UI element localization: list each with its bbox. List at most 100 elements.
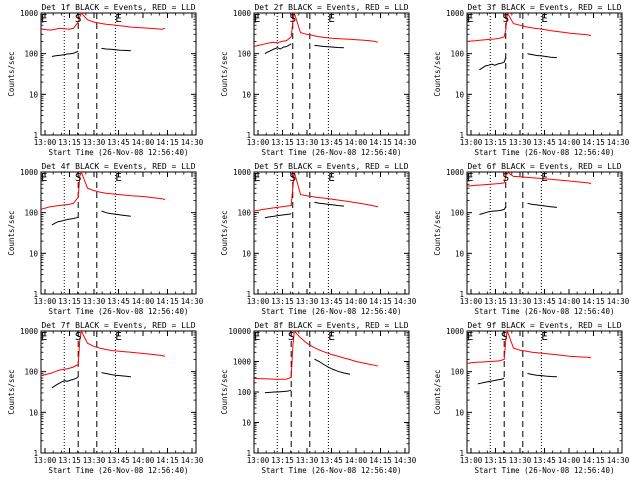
x-tick-label: 14:15 <box>156 138 179 147</box>
end-marker: E <box>115 12 122 25</box>
y-tick-label: 10 <box>455 249 465 258</box>
x-tick-label: 13:30 <box>509 297 532 306</box>
x-tick-label: 14:15 <box>582 297 605 306</box>
y-tick-label: 10 <box>29 408 39 417</box>
x-tick-label: 13:30 <box>509 456 532 465</box>
y-tick-label: 1000 <box>446 327 465 336</box>
x-tick-label: 13:15 <box>271 138 294 147</box>
panel-title: Det 7f BLACK = Events, RED = LLD <box>41 321 195 330</box>
y-axis-label: Counts/sec <box>220 210 229 255</box>
x-tick-label: 14:00 <box>132 456 155 465</box>
x-tick-label: 14:00 <box>558 138 581 147</box>
x-tick-label: 14:30 <box>181 456 204 465</box>
x-tick-label: 14:30 <box>394 456 417 465</box>
start-marker: E <box>467 171 474 184</box>
x-tick-label: 14:15 <box>582 456 605 465</box>
end-marker: E <box>115 330 122 343</box>
x-tick-label: 14:30 <box>181 138 204 147</box>
y-tick-label: 1 <box>246 449 251 458</box>
x-axis-label: Start Time (26-Nov-08 12:56:40) <box>49 307 189 316</box>
y-tick-label: 10 <box>455 408 465 417</box>
panel-title: Det 5f BLACK = Events, RED = LLD <box>254 162 408 171</box>
x-tick-label: 13:45 <box>533 456 556 465</box>
end-marker: E <box>541 171 548 184</box>
lld-series-line <box>253 329 379 380</box>
y-tick-label: 100 <box>24 209 38 218</box>
x-tick-label: 13:15 <box>58 456 81 465</box>
y-tick-label: 1 <box>33 449 38 458</box>
end-marker: E <box>328 171 335 184</box>
x-tick-label: 13:15 <box>58 297 81 306</box>
y-tick-label: 1 <box>459 449 464 458</box>
start-marker: E <box>254 171 261 184</box>
x-tick-label: 14:15 <box>156 456 179 465</box>
x-tick-label: 13:00 <box>34 456 57 465</box>
y-tick-label: 1000 <box>20 327 39 336</box>
x-tick-label: 13:45 <box>320 138 343 147</box>
events-series-line <box>264 43 292 55</box>
y-tick-label: 1000 <box>446 9 465 18</box>
x-tick-label: 14:15 <box>156 297 179 306</box>
x-axis-label: Start Time (26-Nov-08 12:56:40) <box>262 466 402 475</box>
x-tick-label: 13:00 <box>460 138 483 147</box>
y-tick-label: 1 <box>246 290 251 299</box>
s-marker: S <box>75 330 82 343</box>
x-axis-label: Start Time (26-Nov-08 12:56:40) <box>262 307 402 316</box>
y-tick-label: 1 <box>246 131 251 140</box>
start-marker: E <box>254 12 261 25</box>
lld-series-line <box>466 329 592 364</box>
x-tick-label: 14:30 <box>607 138 630 147</box>
start-marker: E <box>41 171 48 184</box>
panel-title: Det 9f BLACK = Events, RED = LLD <box>467 321 621 330</box>
y-tick-label: 100 <box>237 209 251 218</box>
end-marker: E <box>328 12 335 25</box>
events-series-line <box>101 210 131 217</box>
x-tick-label: 13:45 <box>320 456 343 465</box>
panel-title: Det 1f BLACK = Events, RED = LLD <box>41 3 195 12</box>
x-tick-label: 14:30 <box>607 297 630 306</box>
x-axis-label: Start Time (26-Nov-08 12:56:40) <box>262 148 402 157</box>
x-tick-label: 13:00 <box>247 138 270 147</box>
panel-title: Det 6f BLACK = Events, RED = LLD <box>467 162 621 171</box>
y-tick-label: 10 <box>242 90 252 99</box>
s-marker: S <box>288 330 295 343</box>
s-marker: S <box>75 12 82 25</box>
s-marker: S <box>289 12 296 25</box>
events-series-line <box>51 216 79 226</box>
y-tick-label: 10 <box>455 90 465 99</box>
lld-series-line <box>40 170 166 210</box>
events-series-line <box>51 376 79 389</box>
lld-series-line <box>466 11 592 42</box>
x-tick-label: 13:15 <box>484 456 507 465</box>
lld-series-line <box>466 171 592 187</box>
x-tick-label: 13:00 <box>460 456 483 465</box>
y-tick-label: 10 <box>29 90 39 99</box>
end-marker: E <box>541 12 548 25</box>
events-series-line <box>479 57 507 71</box>
y-tick-label: 100 <box>24 50 38 59</box>
panel-title: Det 4f BLACK = Events, RED = LLD <box>41 162 195 171</box>
y-tick-label: 1000 <box>233 9 252 18</box>
start-marker: E <box>467 12 474 25</box>
x-tick-label: 13:30 <box>83 138 106 147</box>
lld-series-line <box>40 12 166 31</box>
y-axis-label: Counts/sec <box>220 51 229 96</box>
y-axis-label: Counts/sec <box>7 369 16 414</box>
x-tick-label: 14:30 <box>181 297 204 306</box>
events-series-line <box>314 201 344 207</box>
y-axis-label: Counts/sec <box>433 369 442 414</box>
start-marker: E <box>41 12 48 25</box>
y-tick-label: 10 <box>29 249 39 258</box>
x-tick-label: 13:30 <box>83 456 106 465</box>
y-tick-label: 100 <box>237 50 251 59</box>
s-marker: S <box>502 12 509 25</box>
events-series-line <box>527 202 557 208</box>
y-axis-label: Counts/sec <box>433 51 442 96</box>
x-tick-label: 13:00 <box>247 456 270 465</box>
x-tick-label: 13:30 <box>509 138 532 147</box>
x-axis-label: Start Time (26-Nov-08 12:56:40) <box>49 148 189 157</box>
x-tick-label: 13:30 <box>83 297 106 306</box>
x-tick-label: 14:30 <box>394 138 417 147</box>
s-marker: S <box>289 171 296 184</box>
